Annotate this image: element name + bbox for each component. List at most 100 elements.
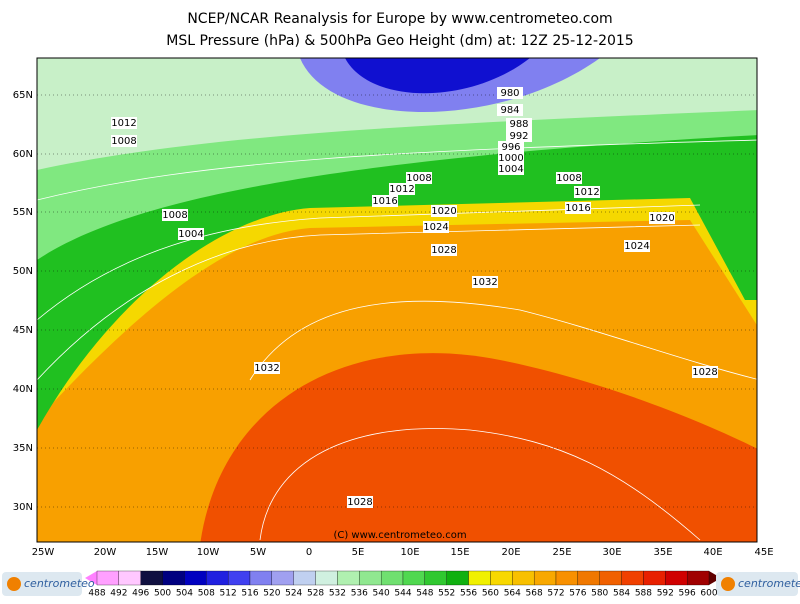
colorbar xyxy=(85,570,721,586)
isobar-label: 996 xyxy=(501,142,520,153)
colorbar-label: 564 xyxy=(504,589,521,599)
isobar-label-box xyxy=(565,202,591,214)
colorbar-label: 572 xyxy=(547,589,564,599)
lon-label: 30E xyxy=(602,547,621,558)
isobar-label-box xyxy=(497,104,523,116)
colorbar-arrow-low xyxy=(85,571,97,585)
lat-label: 60N xyxy=(13,149,33,160)
isobar-label-box xyxy=(389,183,415,195)
isobar-label: 984 xyxy=(500,105,519,116)
isobar-label-box xyxy=(111,135,137,147)
colorbar-cell xyxy=(512,570,535,586)
colorbar-cell xyxy=(206,570,229,586)
colorbar-cell xyxy=(337,570,360,586)
colorbar-cell xyxy=(621,570,644,586)
map xyxy=(36,57,758,543)
colorbar-label: 516 xyxy=(241,589,258,599)
logo-left: centrometeo xyxy=(24,577,95,590)
colorbar-label: 500 xyxy=(154,589,171,599)
colorbar-cell xyxy=(140,570,163,586)
colorbar-label: 536 xyxy=(351,589,368,599)
logo-left-box xyxy=(2,572,82,596)
colorbar-label: 540 xyxy=(373,589,390,599)
colorbar-cell xyxy=(599,570,622,586)
isobar-label: 1024 xyxy=(624,241,649,252)
isobar-label: 1024 xyxy=(423,222,448,233)
isobar-label: 988 xyxy=(509,119,528,130)
title: NCEP/NCAR Reanalysis for Europe by www.c… xyxy=(187,11,612,27)
lat-label: 65N xyxy=(13,90,33,101)
graticule xyxy=(37,94,757,508)
isobar-label-box xyxy=(574,186,600,198)
map-frame xyxy=(36,57,758,543)
colorbar-label: 528 xyxy=(307,589,324,599)
colorbar-cell xyxy=(577,570,600,586)
colorbar-arrow-high xyxy=(709,571,721,585)
isobar-label-box xyxy=(372,195,398,207)
colorbar-cell xyxy=(490,570,513,586)
isobar-label: 1028 xyxy=(347,497,372,508)
subtitle: MSL Pressure (hPa) & 500hPa Geo Height (… xyxy=(166,33,633,49)
lon-label: 0 xyxy=(306,547,312,558)
isobar-label: 1008 xyxy=(556,173,581,184)
isobar-label-box xyxy=(506,130,532,142)
colorbar-cell xyxy=(293,570,316,586)
lon-label: 25W xyxy=(32,547,55,558)
lon-label: 15E xyxy=(450,547,469,558)
colorbar-label: 520 xyxy=(263,589,280,599)
isobar-label: 1016 xyxy=(372,196,397,207)
colorbar-label: 592 xyxy=(657,589,674,599)
colorbar-label: 568 xyxy=(526,589,543,599)
isobar-label-box xyxy=(423,221,449,233)
isobar-label-box xyxy=(498,163,524,175)
colorbar-cell xyxy=(227,570,251,586)
isobar-label-box xyxy=(498,152,524,164)
lat-label: 55N xyxy=(13,207,33,218)
lon-label: 45E xyxy=(754,547,773,558)
isobar-label: 1008 xyxy=(406,173,431,184)
isobar-label-box xyxy=(406,172,432,184)
isobar-label: 1004 xyxy=(178,229,203,240)
colorbar-label: 496 xyxy=(132,589,149,599)
colorbar-cell xyxy=(96,570,120,586)
colorbar-label: 556 xyxy=(460,589,477,599)
isobar-label-box xyxy=(431,244,457,256)
lon-label: 10W xyxy=(197,547,220,558)
colorbar-label: 532 xyxy=(329,589,346,599)
lon-label: 35E xyxy=(653,547,672,558)
colorbar-label: 560 xyxy=(482,589,499,599)
colorbar-cell xyxy=(533,570,557,586)
colorbar-cell xyxy=(359,570,382,586)
logo-right: centrometeo xyxy=(738,577,800,590)
copyright: (C) www.centrometeo.com xyxy=(333,530,466,541)
isobar-label-box xyxy=(498,141,524,153)
isobar-label: 980 xyxy=(500,88,519,99)
field-palegreen xyxy=(37,58,757,170)
isobar-label-box xyxy=(692,366,718,378)
isobar-label: 992 xyxy=(509,131,528,142)
lon-label: 25E xyxy=(552,547,571,558)
lon-label: 10E xyxy=(400,547,419,558)
colorbar-cell xyxy=(249,570,273,586)
isobar-label: 1004 xyxy=(498,164,523,175)
colorbar-cell xyxy=(184,570,207,586)
lat-label: 40N xyxy=(13,384,33,395)
colorbar-label: 492 xyxy=(110,589,127,599)
colorbar-label: 512 xyxy=(220,589,237,599)
colorbar-label: 576 xyxy=(569,589,586,599)
isobar-label: 1012 xyxy=(574,187,599,198)
isobar-label: 1008 xyxy=(111,136,136,147)
colorbar-cell xyxy=(665,570,688,586)
colorbar-label: 504 xyxy=(176,589,193,599)
field-red xyxy=(200,353,757,542)
colorbar-label: 524 xyxy=(285,589,302,599)
lat-label: 30N xyxy=(13,502,33,513)
isobar-label-box xyxy=(178,228,204,240)
colorbar-label: 552 xyxy=(438,589,455,599)
isobar-label: 1032 xyxy=(472,277,497,288)
colorbar-cell xyxy=(380,570,404,586)
isobar-label-box xyxy=(111,117,137,129)
lat-label: 50N xyxy=(13,266,33,277)
isobar-label-box xyxy=(347,496,373,508)
colorbar-label: 548 xyxy=(416,589,433,599)
